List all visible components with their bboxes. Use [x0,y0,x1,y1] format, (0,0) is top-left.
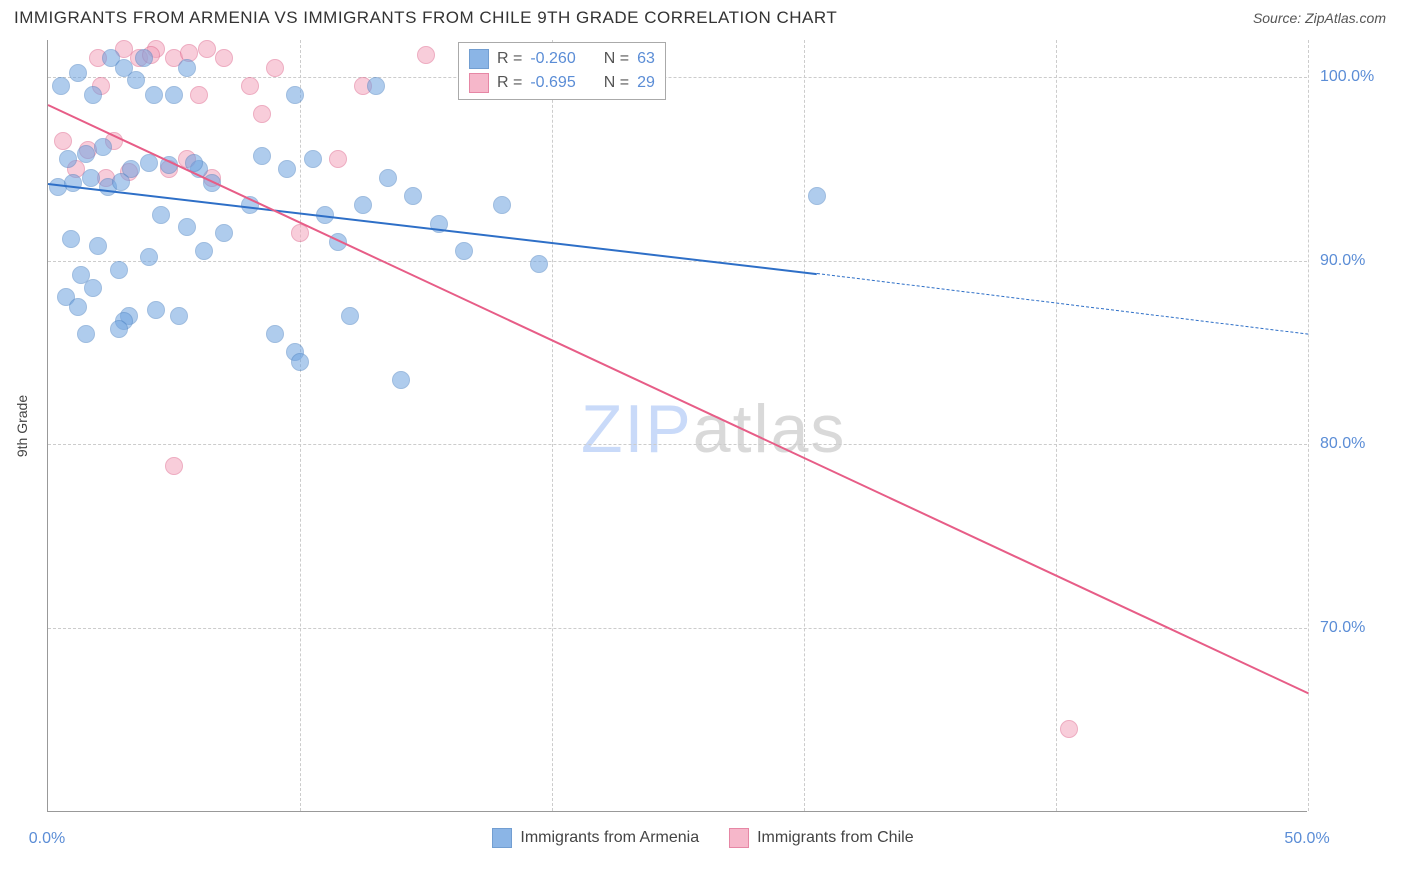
legend-swatch [469,49,489,69]
data-point [145,86,163,104]
data-point [54,132,72,150]
gridline-vertical [1056,40,1057,811]
x-tick-label: 0.0% [29,830,65,848]
data-point [241,77,259,95]
legend-swatch [729,828,749,848]
data-point [89,237,107,255]
watermark: ZIPatlas [581,390,846,468]
legend-n-label: N = [604,71,629,95]
data-point [379,169,397,187]
gridline-horizontal [48,628,1307,629]
data-point [195,242,213,260]
data-point [64,174,82,192]
gridline-horizontal [48,77,1307,78]
data-point [493,196,511,214]
data-point [253,147,271,165]
data-point [266,59,284,77]
legend-n-label: N = [604,47,629,71]
data-point [266,325,284,343]
legend-r-label: R = [497,71,522,95]
data-point [110,261,128,279]
data-point [165,457,183,475]
data-point [110,320,128,338]
y-tick-label: 80.0% [1320,435,1365,453]
data-point [165,86,183,104]
data-point [77,145,95,163]
data-point [135,49,153,67]
x-tick-label: 50.0% [1284,830,1329,848]
legend-r-value: -0.695 [530,71,575,95]
data-point [367,77,385,95]
plot-area: ZIPatlas [47,40,1307,812]
data-point [354,196,372,214]
data-point [341,307,359,325]
trend-line-extrapolated [817,273,1309,335]
source-attribution: Source: ZipAtlas.com [1253,10,1386,26]
legend-n-value: 29 [637,71,655,95]
data-point [140,248,158,266]
data-point [278,160,296,178]
data-point [1060,720,1078,738]
data-point [152,206,170,224]
data-point [190,86,208,104]
trend-line [48,104,1309,694]
trend-line [48,183,817,275]
data-point [291,353,309,371]
data-point [94,138,112,156]
legend-row: R = -0.260 N = 63 [469,47,655,71]
data-point [82,169,100,187]
y-axis-label: 9th Grade [14,395,30,457]
data-point [215,224,233,242]
legend-bottom-item: Immigrants from Armenia [492,828,699,848]
data-point [112,173,130,191]
data-point [69,64,87,82]
data-point [178,59,196,77]
legend-r-value: -0.260 [530,47,575,71]
gridline-horizontal [48,444,1307,445]
data-point [329,150,347,168]
legend-row: R = -0.695 N = 29 [469,71,655,95]
y-tick-label: 90.0% [1320,252,1365,270]
y-tick-label: 100.0% [1320,68,1374,86]
data-point [253,105,271,123]
data-point [69,298,87,316]
data-point [127,71,145,89]
data-point [198,40,216,58]
data-point [147,301,165,319]
chart-title: IMMIGRANTS FROM ARMENIA VS IMMIGRANTS FR… [14,8,837,28]
gridline-vertical [1308,40,1309,811]
data-point [52,77,70,95]
data-point [304,150,322,168]
legend-swatch [492,828,512,848]
data-point [77,325,95,343]
data-point [84,86,102,104]
correlation-legend: R = -0.260 N = 63 R = -0.695 N = 29 [458,42,666,100]
data-point [62,230,80,248]
gridline-vertical [300,40,301,811]
data-point [530,255,548,273]
data-point [59,150,77,168]
data-point [170,307,188,325]
data-point [392,371,410,389]
data-point [178,218,196,236]
series-legend: Immigrants from Armenia Immigrants from C… [0,828,1406,848]
data-point [84,279,102,297]
data-point [215,49,233,67]
gridline-horizontal [48,261,1307,262]
data-point [455,242,473,260]
legend-bottom-item: Immigrants from Chile [729,828,913,848]
data-point [417,46,435,64]
legend-series-name: Immigrants from Chile [757,829,913,847]
legend-r-label: R = [497,47,522,71]
legend-n-value: 63 [637,47,655,71]
y-tick-label: 70.0% [1320,619,1365,637]
legend-swatch [469,73,489,93]
gridline-vertical [804,40,805,811]
data-point [808,187,826,205]
legend-series-name: Immigrants from Armenia [520,829,699,847]
gridline-vertical [552,40,553,811]
data-point [140,154,158,172]
data-point [404,187,422,205]
data-point [286,86,304,104]
